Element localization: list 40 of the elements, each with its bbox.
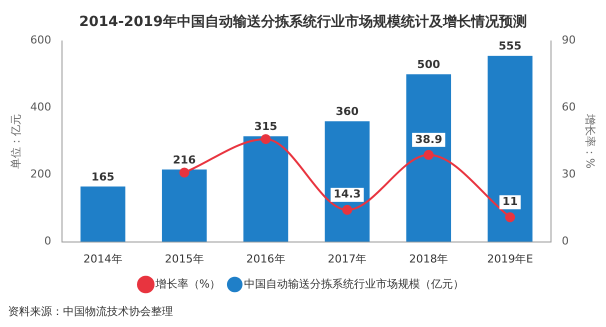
chart-title: 2014-2019年中国自动输送分拣系统行业市场规模统计及增长情况预测 — [79, 13, 527, 30]
point — [505, 212, 516, 222]
data-label: 315 — [254, 120, 278, 134]
data-label: 500 — [417, 58, 440, 72]
x-tick-label: 2015年 — [164, 252, 204, 266]
point — [342, 204, 352, 215]
x-tick-label: 2019年E — [487, 252, 534, 266]
text: 资料来源：中国物流技术协会整理 — [8, 304, 173, 319]
y-axis-title: 单位：亿元 — [9, 114, 22, 169]
data-label: 14.3 — [334, 188, 361, 201]
legend-label: 中国自动输送分拣系统行业市场规模（亿元） — [244, 277, 464, 290]
bar — [488, 56, 532, 242]
x-tick-label: 2018年 — [409, 252, 448, 266]
bar — [406, 74, 452, 242]
y2-tick-label: 30 — [562, 168, 576, 181]
y2-tick-label: 0 — [562, 234, 569, 248]
x-tick-label: 2016年 — [246, 252, 286, 266]
legend-label: 增长率（%） — [154, 277, 221, 290]
x-tick-label: 2017年 — [328, 252, 367, 266]
data-label: 11 — [502, 195, 518, 208]
y-tick-label: 200 — [30, 168, 52, 181]
y2-tick-label: 90 — [562, 34, 576, 47]
point — [424, 150, 434, 160]
data-label: 38.9 — [415, 132, 442, 146]
point — [179, 168, 190, 178]
data-label: 555 — [498, 40, 522, 53]
y2-tick-label: 60 — [562, 100, 576, 114]
data-label: 165 — [91, 170, 114, 184]
bar — [324, 121, 370, 242]
bar — [80, 186, 126, 242]
y-tick-label: 0 — [44, 234, 52, 248]
point — [260, 134, 271, 144]
bar — [243, 136, 288, 242]
y2-axis-title: 增长率：% — [584, 113, 597, 169]
x-tick-label: 2014年 — [83, 252, 122, 266]
y-tick-label: 400 — [30, 100, 52, 114]
bar — [162, 169, 207, 242]
data-label: 216 — [172, 153, 196, 166]
data-label: 360 — [336, 105, 360, 118]
y-tick-label: 600 — [30, 34, 52, 47]
